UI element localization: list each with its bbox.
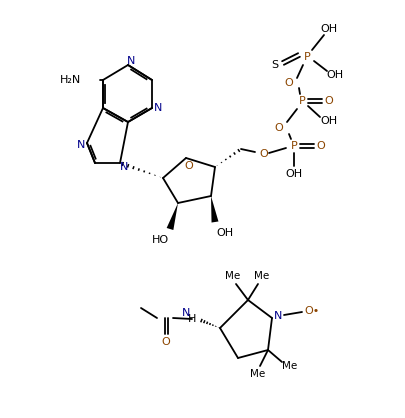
Polygon shape [166,203,177,230]
Text: H: H [188,314,196,324]
Text: Me: Me [254,271,269,281]
Text: OH: OH [320,24,337,34]
Text: H₂N: H₂N [60,75,81,85]
Text: N: N [181,308,190,318]
Text: Me: Me [225,271,240,281]
Text: OH: OH [326,70,343,80]
Text: P: P [290,141,296,151]
Text: Me: Me [282,361,297,371]
Text: P: P [298,96,305,106]
Text: HO: HO [151,235,168,245]
Text: O: O [259,149,268,159]
Text: O: O [274,123,283,133]
Text: O: O [316,141,324,151]
Text: OH: OH [216,228,233,238]
Text: S: S [271,60,278,70]
Text: N: N [153,103,162,113]
Text: O: O [324,96,333,106]
Text: P: P [303,52,309,62]
Text: O•: O• [304,306,319,316]
Text: O: O [161,337,170,347]
Text: N: N [77,140,85,150]
Text: O: O [184,161,193,171]
Text: N: N [273,311,281,321]
Polygon shape [211,196,218,222]
Text: OH: OH [285,169,302,179]
Text: O: O [284,78,293,88]
Text: OH: OH [320,116,337,126]
Text: N: N [119,162,128,172]
Text: Me: Me [250,369,265,379]
Text: N: N [126,56,135,66]
